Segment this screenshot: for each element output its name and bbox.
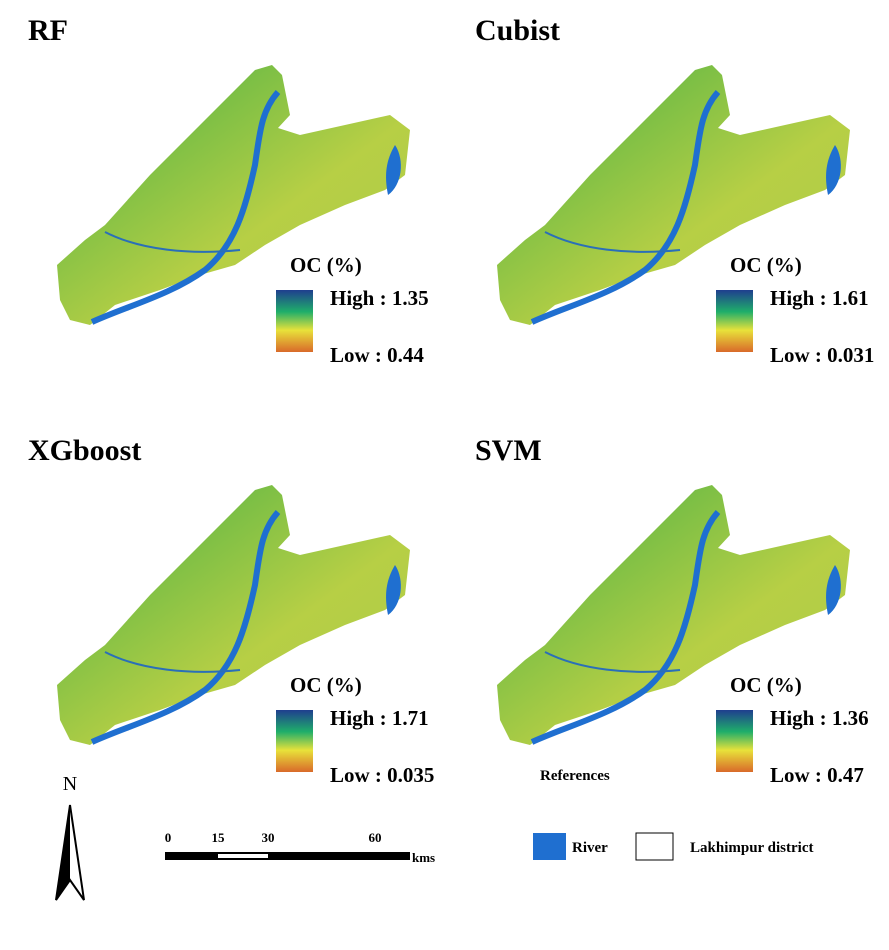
legend-title: OC (%) [730,673,802,697]
reference-item: Lakhimpur district [690,840,814,856]
legend-high: High : 1.35 [330,286,429,310]
color-bar [716,710,753,772]
legend-high: High : 1.36 [770,706,869,730]
legend-title: OC (%) [290,253,362,277]
scale-tick: 30 [262,830,275,845]
legend-low: Low : 0.031 [770,343,874,367]
legend-low: Low : 0.47 [770,763,864,787]
panel-title: XGboost [28,434,141,467]
panels: RF OC (%) High : 1.35 Low : 0.44 Cubist OC (%… [28,14,874,787]
reference-item: River [572,840,608,856]
map-panel: XGboost OC (%) High : 1.71 Low : 0.035 [28,434,434,787]
legend-low: Low : 0.035 [330,763,434,787]
north-arrow: N [55,773,85,901]
map-panel: SVM OC (%) High : 1.36 Low : 0.47 [475,434,869,787]
legend-title: OC (%) [730,253,802,277]
panel-title: Cubist [475,14,560,47]
map-panel: RF OC (%) High : 1.35 Low : 0.44 [28,14,429,367]
legend-title: OC (%) [290,673,362,697]
scale-tick: 15 [212,830,226,845]
legend-high: High : 1.71 [330,706,429,730]
map-panel: Cubist OC (%) High : 1.61 Low : 0.031 [475,14,874,367]
legend-low: Low : 0.44 [330,343,424,367]
scale-tick: 60 [369,830,382,845]
references: References River Lakhimpur district [533,768,814,861]
legend-high: High : 1.61 [770,286,869,310]
north-label: N [63,773,77,795]
color-bar [276,290,313,352]
color-bar [716,290,753,352]
color-bar [276,710,313,772]
panel-title: SVM [475,434,542,467]
scale-tick: 0 [165,830,172,845]
scale-bar: 0 15 30 60 kms [165,830,435,865]
scale-unit: kms [412,850,435,865]
references-title: References [540,768,610,784]
panel-title: RF [28,14,68,47]
